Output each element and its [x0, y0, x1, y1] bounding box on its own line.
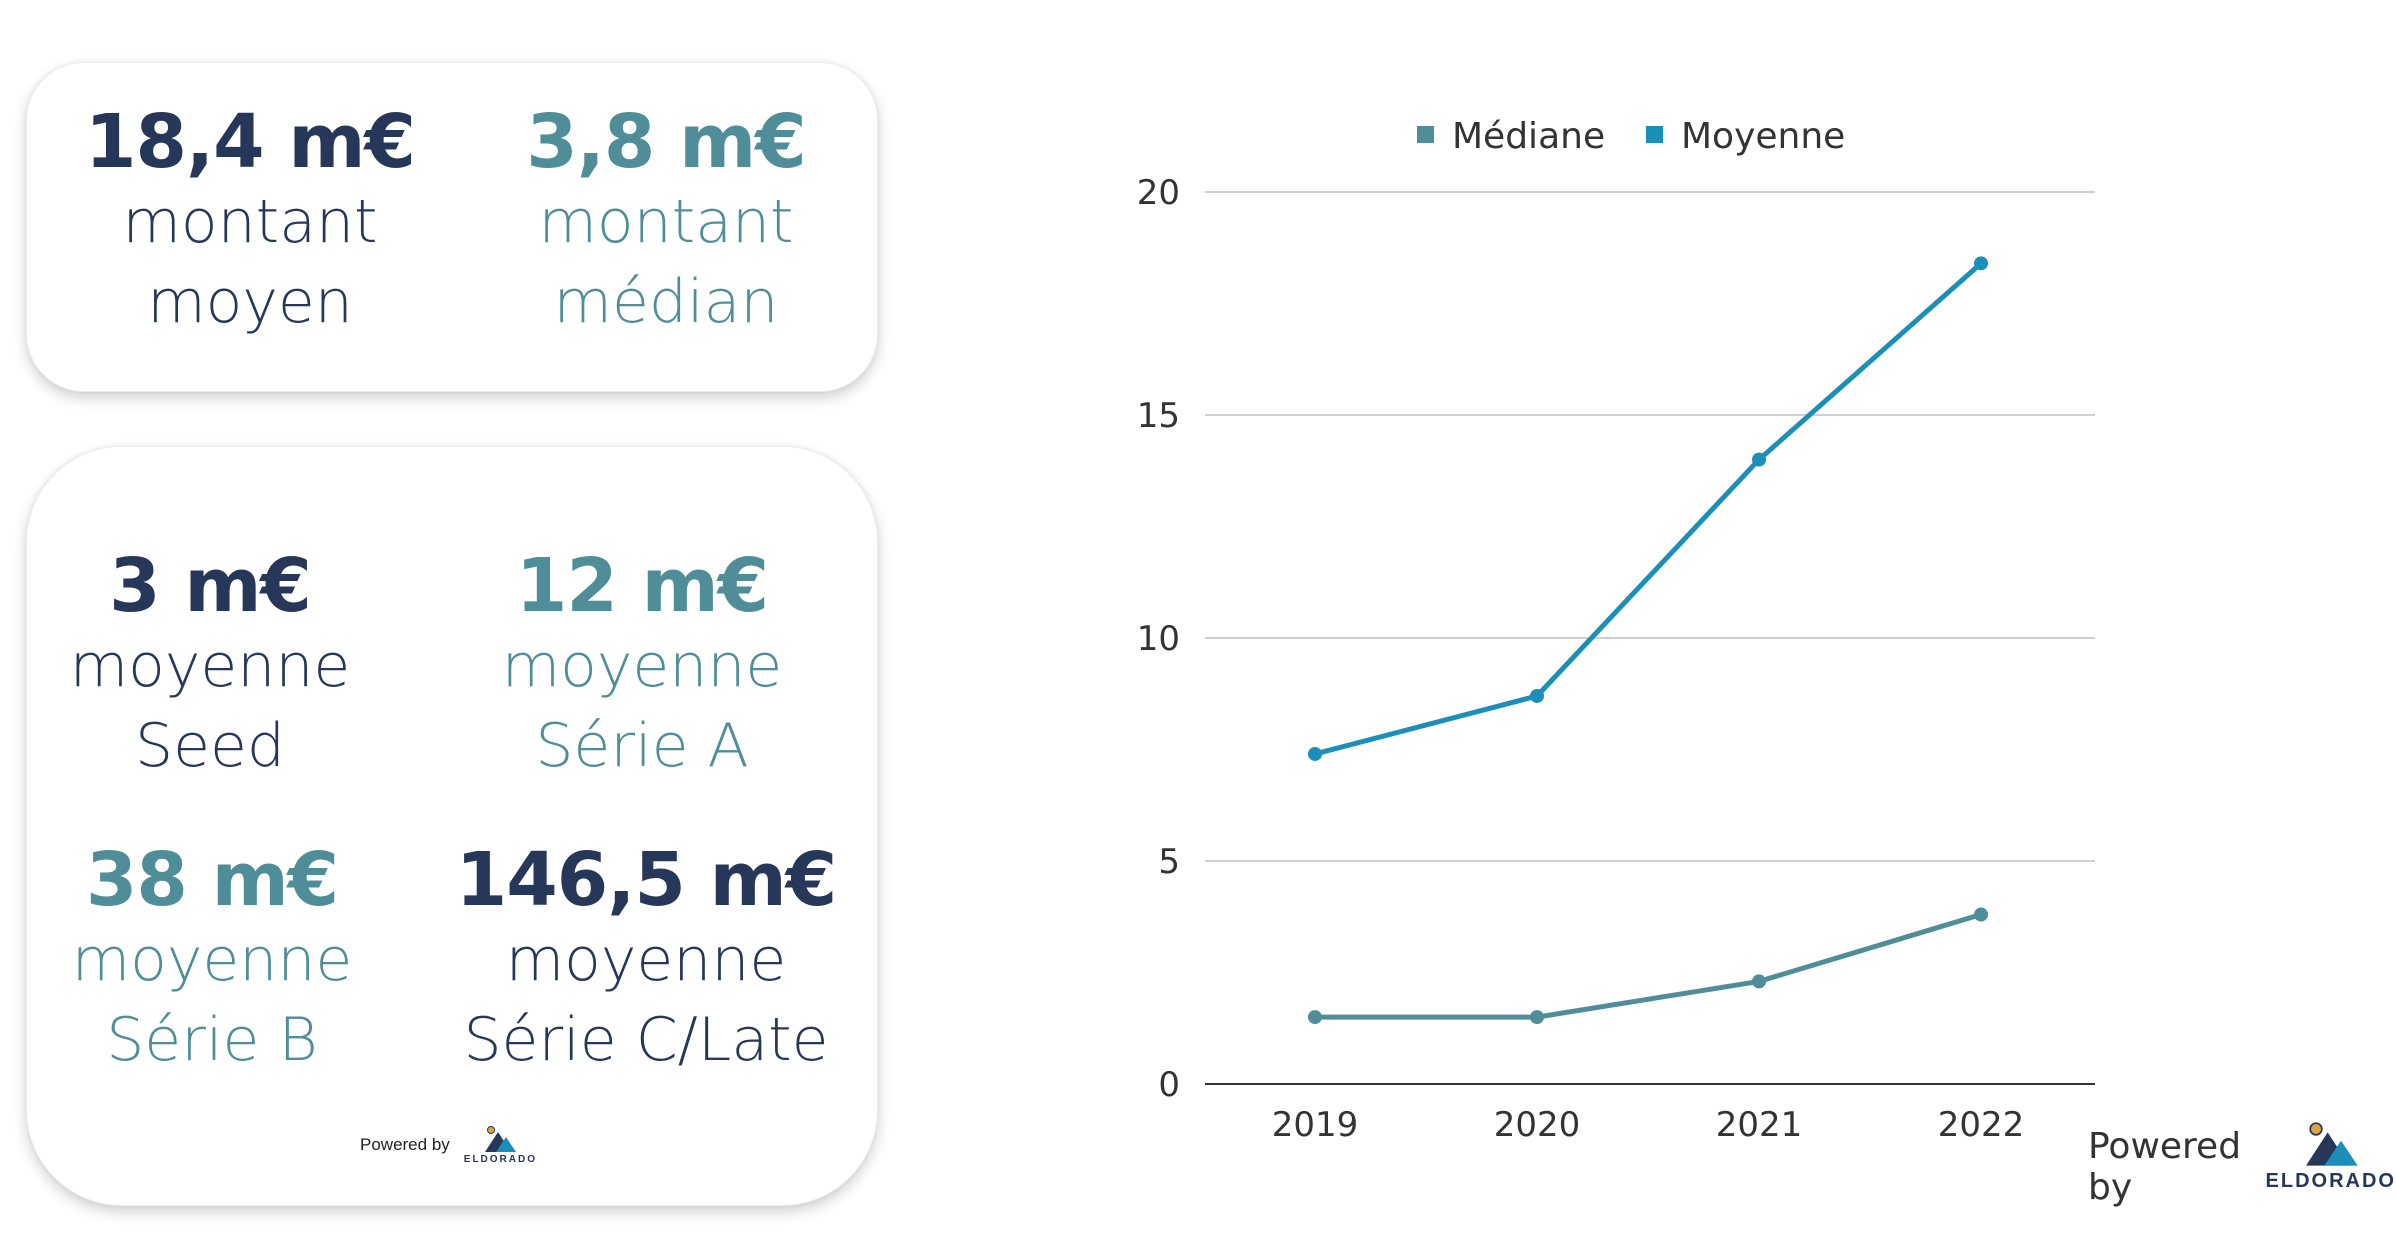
brand-name: ELDORADO: [2265, 1170, 2396, 1192]
legend-label: Moyenne: [1681, 116, 1845, 157]
stat-label: moyenne Série A: [432, 626, 852, 786]
rounds-card: [26, 446, 878, 1206]
stat-value: 146,5 m€: [455, 837, 837, 923]
chart-series: [1308, 256, 1988, 1025]
x-tick-label: 2019: [1272, 1105, 1359, 1145]
line-chart: Médiane Moyenne 0 5 10 15 20 2019 2020 2021 2022: [1137, 116, 2095, 1145]
brand-name: ELDORADO: [463, 1154, 538, 1165]
stat-value: 38 m€: [85, 837, 339, 923]
mountain-logo-icon: [2305, 1122, 2358, 1166]
data-point: [1530, 688, 1544, 703]
x-tick-label: 2020: [1494, 1105, 1581, 1145]
stat-label-line: Série A: [535, 711, 749, 781]
y-axis-ticks: 0 5 10 15 20: [1137, 173, 1180, 1105]
stat-value: 3,8 m€: [526, 99, 806, 185]
series-line-0: [1312, 912, 1984, 1020]
stat-label-line: moyenne: [69, 631, 351, 701]
y-tick-label: 20: [1137, 173, 1180, 213]
data-point: [1308, 1010, 1322, 1025]
eldorado-logo: ELDORADO: [2266, 1118, 2396, 1193]
legend-swatch: [1646, 126, 1663, 143]
stat-label-line: Seed: [135, 711, 285, 781]
y-tick-label: 15: [1137, 396, 1180, 436]
data-point: [1308, 746, 1322, 761]
data-point: [1974, 907, 1988, 922]
y-tick-label: 5: [1158, 842, 1180, 882]
stat-value: 3 m€: [109, 543, 312, 629]
stat-median-amount: 3,8 m€ montant médian: [456, 102, 876, 342]
chart-grid: [1205, 191, 2095, 1085]
data-point: [1752, 452, 1766, 467]
data-point: [1530, 1010, 1544, 1025]
series-line-1: [1312, 260, 1984, 757]
stat-series-b-average: 38 m€ moyenne Série B: [2, 840, 422, 1080]
powered-by-small: Powered by ELDORADO: [360, 1124, 537, 1165]
stat-mean-amount: 18,4 m€ montant moyen: [40, 102, 460, 342]
x-axis-ticks: 2019 2020 2021 2022: [1272, 1105, 2025, 1145]
stat-label-line: Série B: [106, 1005, 318, 1075]
stat-value: 12 m€: [515, 543, 769, 629]
stat-series-a-average: 12 m€ moyenne Série A: [432, 546, 852, 786]
stat-label: montant moyen: [40, 182, 460, 342]
legend-swatch: [1417, 126, 1434, 143]
stat-label-line: moyen: [147, 267, 353, 337]
stat-label: moyenne Seed: [0, 626, 420, 786]
stat-label-line: montant: [538, 187, 794, 257]
eldorado-logo: ELDORADO: [464, 1124, 537, 1165]
stat-label-line: moyenne: [501, 631, 783, 701]
stat-label-line: médian: [553, 267, 779, 337]
x-tick-label: 2021: [1716, 1105, 1803, 1145]
powered-by-large: Powered by ELDORADO: [2088, 1118, 2396, 1208]
stat-seed-average: 3 m€ moyenne Seed: [0, 546, 420, 786]
stat-label: moyenne Série B: [2, 920, 422, 1080]
stat-label: montant médian: [456, 182, 876, 342]
summary-card: [26, 62, 878, 392]
mountain-logo-icon: [485, 1126, 517, 1152]
chart-legend: Médiane Moyenne: [1417, 116, 1845, 157]
x-tick-label: 2022: [1938, 1105, 2025, 1145]
stat-label-line: moyenne: [505, 925, 787, 995]
stat-label-line: Série C/Late: [463, 1005, 829, 1075]
stat-label-line: moyenne: [71, 925, 353, 995]
y-tick-label: 10: [1137, 619, 1180, 659]
y-tick-label: 0: [1158, 1065, 1180, 1105]
stat-series-c-average: 146,5 m€ moyenne Série C/Late: [436, 840, 856, 1080]
stat-value: 18,4 m€: [85, 99, 416, 185]
stat-label: moyenne Série C/Late: [436, 920, 856, 1080]
powered-by-text: Powered by: [360, 1134, 450, 1154]
data-point: [1974, 256, 1988, 271]
legend-label: Médiane: [1452, 116, 1605, 157]
powered-by-text: Powered by: [2088, 1126, 2242, 1208]
stat-label-line: montant: [122, 187, 378, 257]
data-point: [1752, 974, 1766, 989]
